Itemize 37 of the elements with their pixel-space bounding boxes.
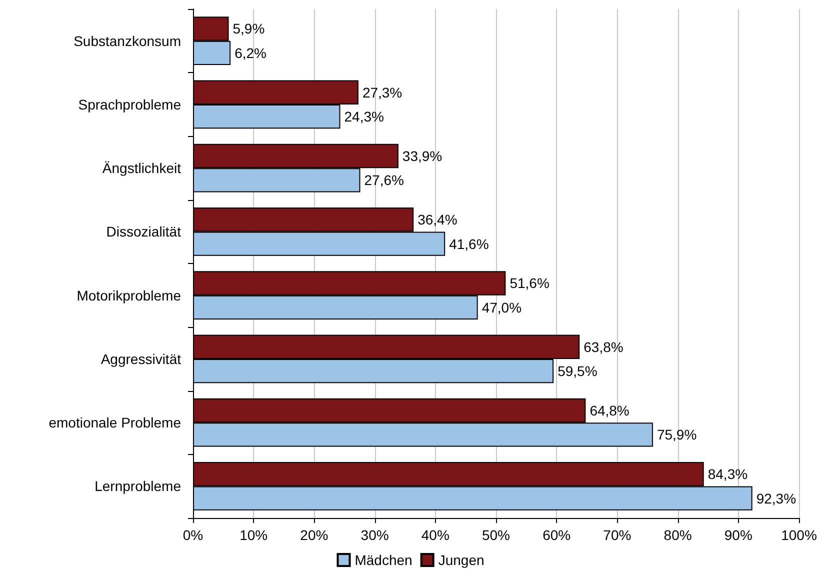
y-tick-label: Dissozialität (106, 224, 182, 240)
x-tick-label: 30% (360, 527, 389, 543)
x-tick-label: 20% (300, 527, 328, 543)
x-tick-label: 50% (482, 527, 510, 543)
data-label: 59,5% (558, 363, 598, 380)
y-tick-label: Aggressivität (100, 350, 182, 367)
data-label: 84,3% (708, 466, 748, 482)
y-tick-label: Substanzkonsum (74, 32, 181, 49)
x-tick-label: 70% (603, 527, 632, 543)
legend-label: Mädchen (354, 552, 412, 568)
x-tick-label: 100% (781, 527, 817, 543)
data-label: 75,9% (656, 426, 697, 443)
data-label: 41,6% (449, 236, 489, 252)
data-label: 27,3% (362, 84, 402, 100)
data-label: 64,8% (590, 402, 630, 418)
y-tick-label: Ängstlichkeit (102, 160, 182, 176)
data-label: 33,9% (402, 148, 442, 164)
x-tick-label: 10% (240, 527, 268, 543)
data-label: 5,9% (232, 20, 265, 37)
data-label: 24,3% (344, 108, 384, 125)
y-tick-label: emotionale Probleme (48, 414, 182, 431)
data-label: 63,8% (584, 338, 624, 355)
x-tick-label: 0% (182, 527, 204, 543)
data-label: 6,2% (234, 44, 266, 61)
x-tick-label: 90% (724, 527, 752, 543)
data-label: 36,4% (418, 212, 458, 228)
data-label: 47,0% (482, 299, 522, 316)
data-label: 51,6% (510, 275, 550, 292)
x-tick-label: 80% (664, 527, 692, 543)
data-label: 92,3% (756, 490, 796, 506)
x-tick-label: 60% (542, 527, 571, 543)
x-tick-label: 40% (421, 527, 450, 543)
y-tick-label: Motorikprobleme (76, 287, 182, 304)
y-tick-label: Lernprobleme (94, 478, 182, 494)
y-tick-label: Sprachprobleme (78, 96, 182, 112)
data-label: 27,6% (364, 172, 404, 188)
legend-label: Jungen (438, 552, 484, 568)
